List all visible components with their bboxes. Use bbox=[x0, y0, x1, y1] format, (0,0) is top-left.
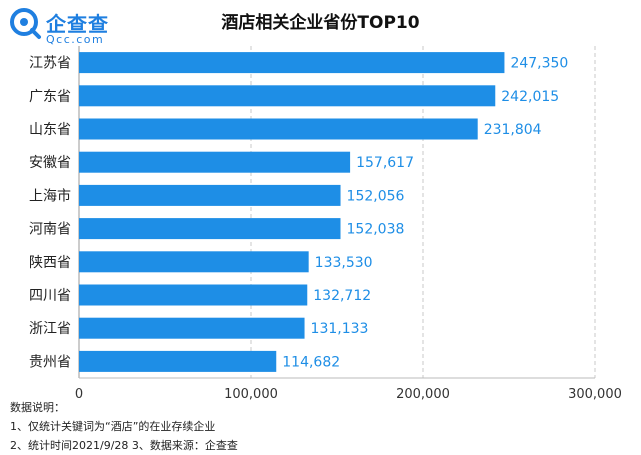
notes-line-2: 2、统计时间2021/9/28 3、数据来源：企查查 bbox=[10, 439, 238, 452]
data-label: 131,133 bbox=[311, 321, 369, 337]
notes-line-1: 1、仅统计关键词为“酒店”的在业存续企业 bbox=[10, 420, 216, 433]
category-label: 山东省 bbox=[29, 122, 71, 138]
data-label: 152,056 bbox=[347, 188, 405, 204]
data-label: 132,712 bbox=[313, 288, 371, 304]
notes-heading: 数据说明： bbox=[10, 401, 65, 414]
bar bbox=[79, 251, 309, 273]
bar bbox=[79, 317, 305, 339]
qcc-logo-icon bbox=[10, 8, 41, 39]
logo: 企查查 Qcc.com bbox=[8, 6, 148, 50]
bar bbox=[79, 118, 478, 140]
logo-name: 企查查 bbox=[46, 12, 109, 36]
category-label: 浙江省 bbox=[29, 321, 71, 337]
x-tick-label: 100,000 bbox=[224, 387, 278, 400]
category-label: 广东省 bbox=[29, 89, 71, 105]
category-label: 贵州省 bbox=[29, 354, 71, 370]
bar bbox=[79, 350, 277, 372]
bar bbox=[79, 218, 341, 240]
category-label: 陕西省 bbox=[29, 255, 71, 271]
bar-chart: 0 100,000 200,000 300,000 江苏省 247,350 广东省 242,0… bbox=[29, 46, 622, 400]
chart-title: 酒店相关企业省份TOP10 bbox=[221, 13, 420, 33]
data-label: 242,015 bbox=[501, 89, 559, 105]
data-label: 157,617 bbox=[356, 155, 414, 171]
logo-sub: Qcc.com bbox=[46, 33, 105, 46]
bar bbox=[79, 52, 505, 74]
bar bbox=[79, 151, 351, 173]
data-label: 247,350 bbox=[510, 56, 568, 72]
x-tick-label: 0 bbox=[75, 387, 83, 400]
category-label: 安徽省 bbox=[29, 155, 71, 171]
bar bbox=[79, 284, 308, 306]
x-tick-label: 200,000 bbox=[396, 387, 450, 400]
data-label: 114,682 bbox=[282, 354, 340, 370]
data-label: 231,804 bbox=[484, 122, 542, 138]
category-label: 四川省 bbox=[29, 288, 71, 304]
data-label: 152,038 bbox=[347, 222, 405, 238]
category-label: 上海市 bbox=[29, 187, 71, 204]
bar bbox=[79, 184, 341, 206]
category-label: 江苏省 bbox=[29, 56, 71, 72]
data-notes: 数据说明： 1、仅统计关键词为“酒店”的在业存续企业 2、统计时间2021/9/… bbox=[10, 398, 238, 455]
bar bbox=[79, 85, 496, 107]
x-tick-label: 300,000 bbox=[568, 387, 622, 400]
data-label: 133,530 bbox=[315, 255, 373, 271]
category-label: 河南省 bbox=[29, 222, 71, 238]
